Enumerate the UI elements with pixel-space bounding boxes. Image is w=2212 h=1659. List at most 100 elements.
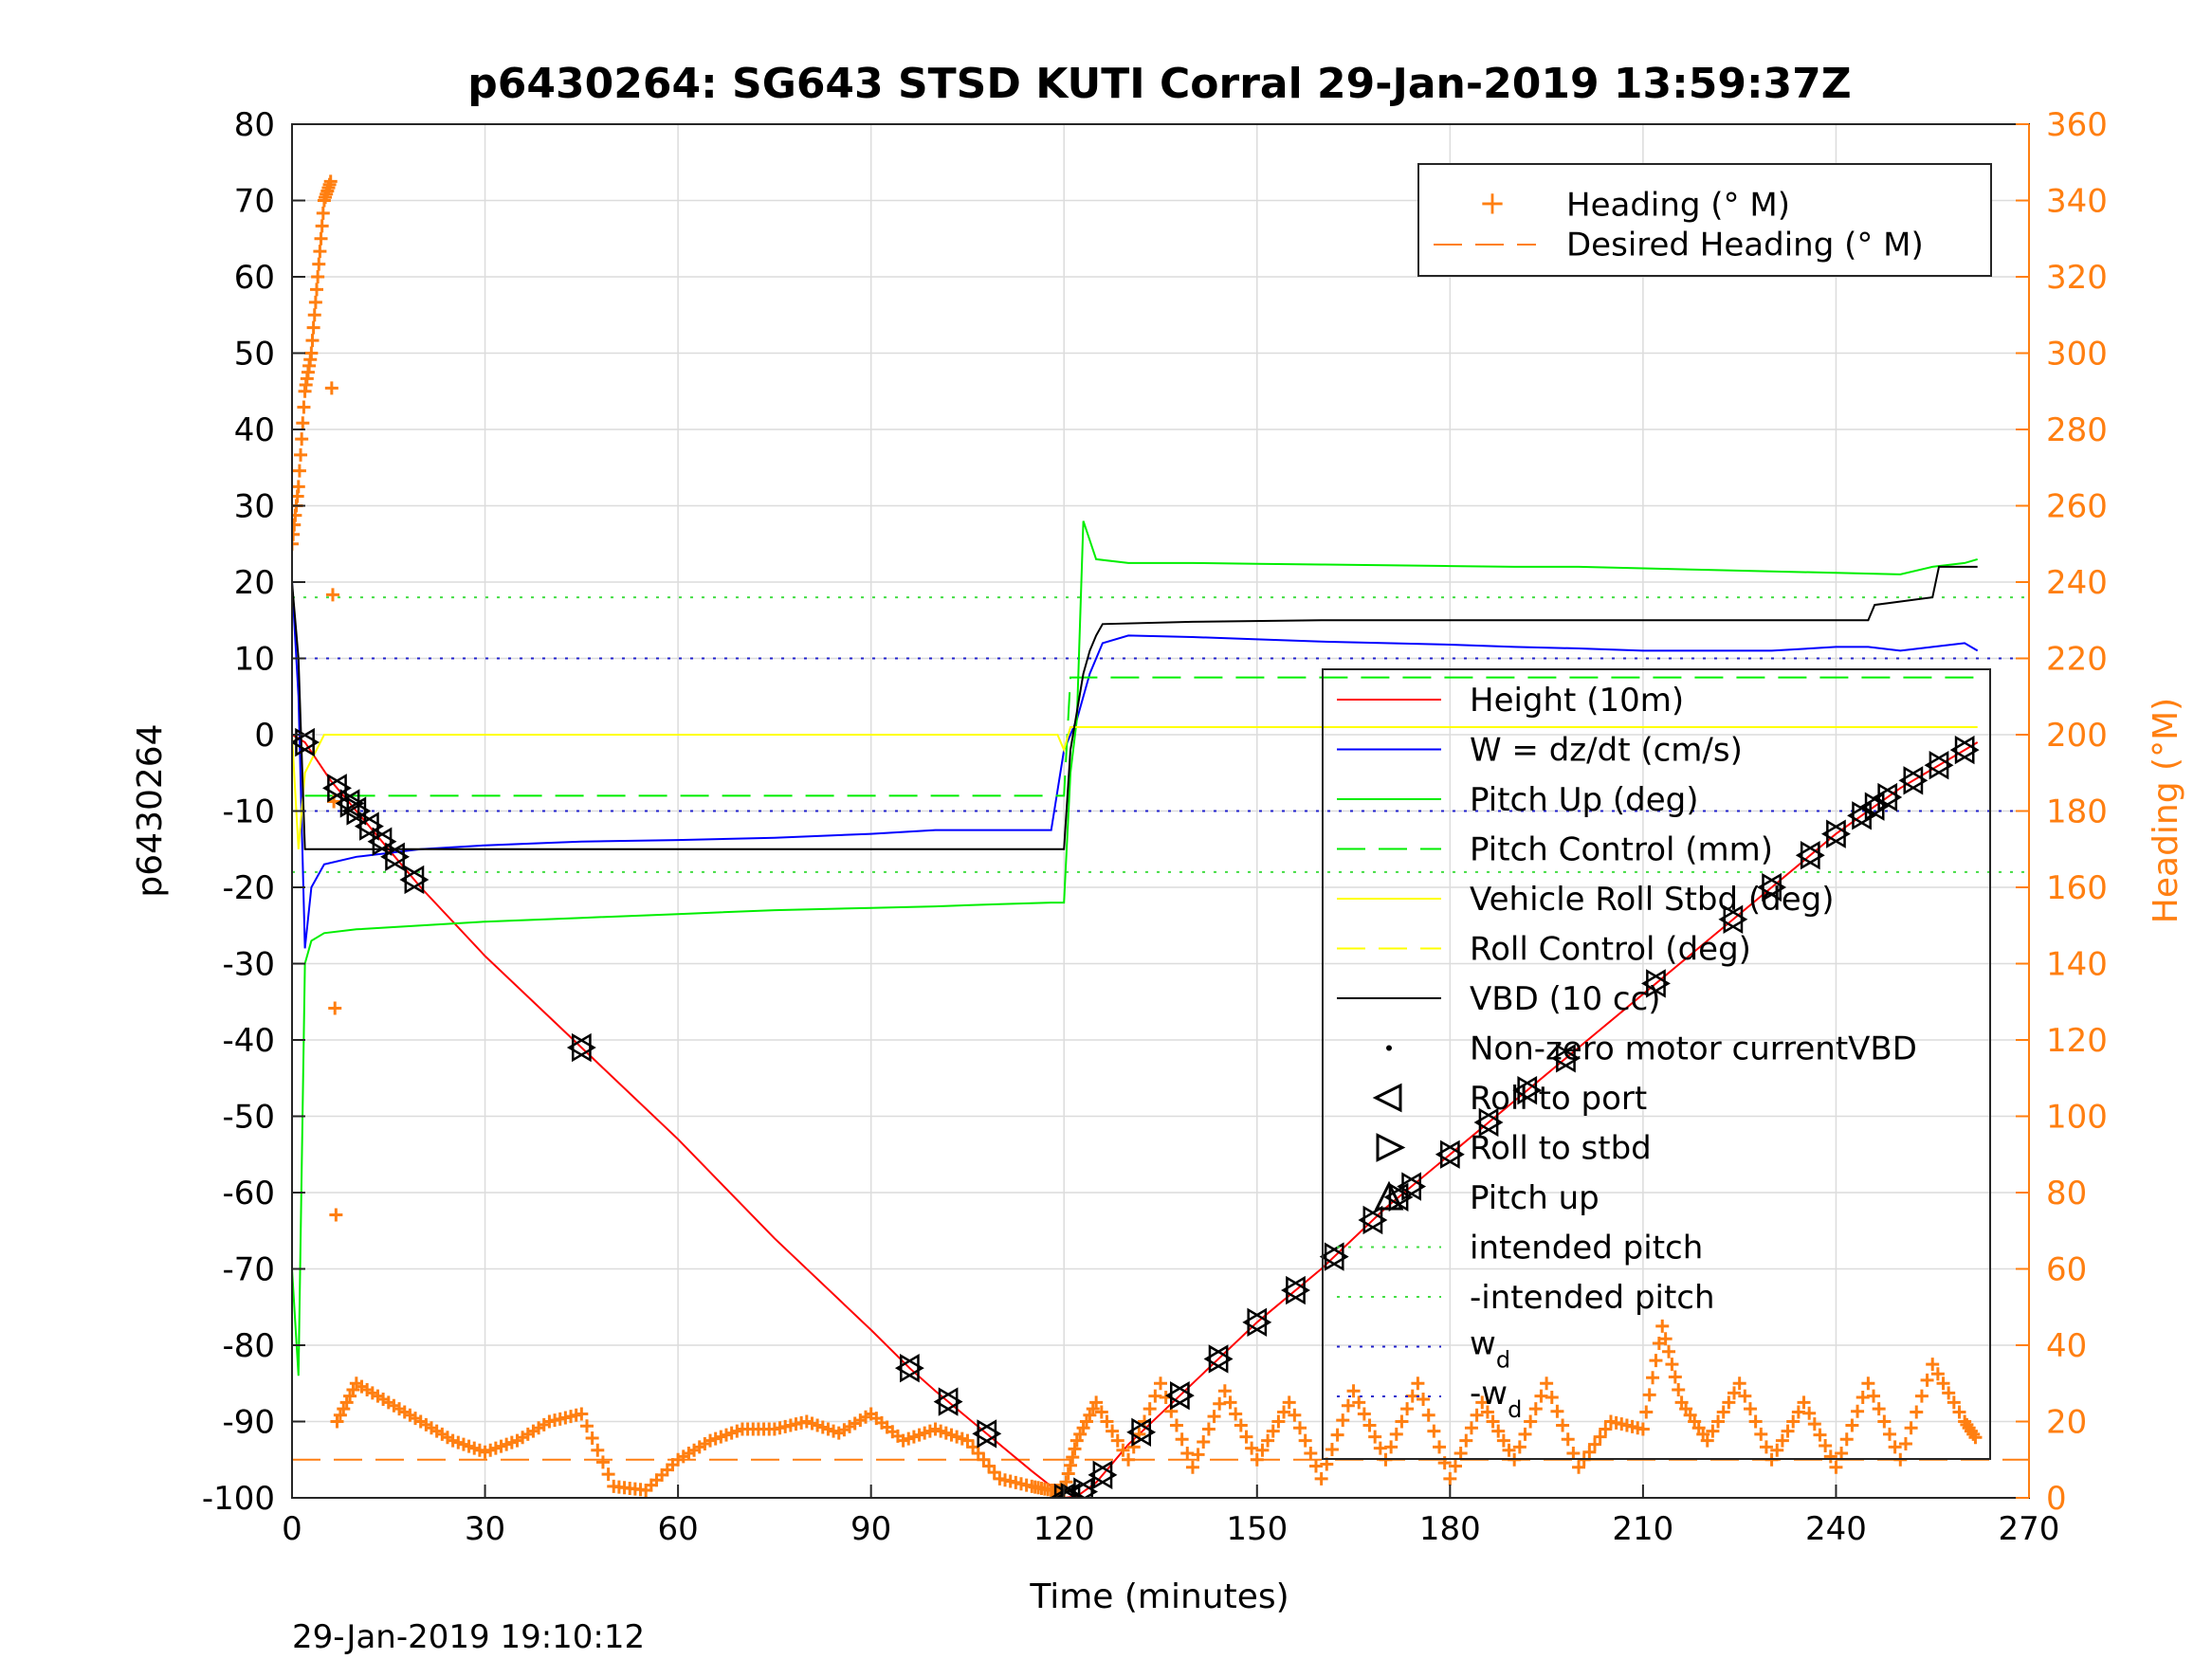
heading-point (1582, 1445, 1597, 1459)
heading-point (1599, 1422, 1613, 1436)
y-tick-label: -30 (222, 946, 275, 984)
heading-point (1417, 1393, 1431, 1407)
y-tick-label: -80 (222, 1327, 275, 1365)
roll-marker (1873, 782, 1903, 812)
heading-point (1346, 1384, 1361, 1398)
legend-label: Non-zero motor currentVBD (1470, 1030, 1917, 1068)
y2-tick-label: 240 (2046, 564, 2108, 602)
heading-point (311, 270, 325, 283)
legend-label-neg-wd: -wd (1470, 1375, 1522, 1423)
heading-point (1110, 1433, 1124, 1448)
roll-marker (1435, 1139, 1465, 1169)
heading-point (307, 308, 321, 322)
heading-point (1201, 1422, 1216, 1436)
heading-point (1898, 1436, 1912, 1450)
heading-point (1639, 1405, 1654, 1419)
heading-point (1781, 1424, 1795, 1438)
roll-marker (341, 796, 372, 826)
roll-marker (1281, 1275, 1310, 1305)
y-tick-label: -60 (222, 1175, 275, 1212)
y2-tick-label: 160 (2046, 869, 2108, 907)
x-tick-label: 210 (1612, 1510, 1673, 1548)
y-axis-left: 80 70 60 50 40 30 20 10 0 -10 -20 -30 -40 -50 -60 -70 -8… (202, 106, 305, 1518)
legend-main-box (1322, 668, 1991, 1460)
heading-point (1154, 1376, 1167, 1391)
heading-point (1926, 1358, 1940, 1372)
heading-point (1411, 1376, 1425, 1391)
heading-point (1722, 1395, 1736, 1410)
legend-top-box (1417, 163, 1992, 277)
heading-point (1655, 1319, 1670, 1333)
x-tick-label: 60 (657, 1510, 698, 1548)
heading-point (1888, 1440, 1902, 1454)
heading-point (1068, 1442, 1082, 1456)
heading-point (308, 295, 322, 309)
legend-top: + Heading (° M) Desired Heading (° M) (1417, 163, 1992, 277)
heading-point (1191, 1448, 1205, 1462)
roll-marker (1640, 969, 1671, 998)
heading-point (1229, 1407, 1243, 1421)
heading-point (1169, 1418, 1183, 1432)
heading-point (1665, 1358, 1679, 1372)
heading-point (1304, 1447, 1318, 1461)
heading-point (1930, 1367, 1945, 1381)
heading-point (1453, 1447, 1468, 1461)
series-w-dz-dt-cm-s (292, 581, 1979, 949)
heading-point (1572, 1460, 1586, 1474)
heading-point (1223, 1395, 1237, 1410)
heading-point (1207, 1410, 1221, 1424)
heading-point (595, 1455, 610, 1469)
heading-point (585, 1431, 599, 1445)
x-tick-label: 270 (1999, 1510, 2060, 1548)
chart-title: p6430264: SG643 STSD KUTI Corral 29-Jan-… (467, 60, 1851, 108)
legend-label: Roll to stbd (1470, 1130, 1652, 1168)
heading-point (1786, 1414, 1801, 1429)
heading-point (305, 334, 320, 348)
heading-point (1642, 1388, 1656, 1402)
heading-point (1122, 1452, 1136, 1467)
heading-point (1352, 1395, 1366, 1410)
heading-point (1491, 1424, 1506, 1438)
heading-point (304, 346, 319, 360)
x-tick-label: 150 (1226, 1510, 1288, 1548)
heading-point (1330, 1428, 1344, 1442)
heading-point (1668, 1370, 1682, 1384)
heading-point (1271, 1414, 1286, 1429)
heading-point (1066, 1450, 1080, 1465)
heading-point (1528, 1402, 1543, 1416)
heading-point (1255, 1443, 1270, 1457)
heading-point (1384, 1440, 1398, 1454)
heading-point (1910, 1405, 1924, 1419)
heading-point (1711, 1414, 1726, 1429)
legend-label: Vehicle Roll Stbd (deg) (1470, 881, 1835, 919)
heading-point (1175, 1432, 1189, 1447)
y-tick-label: 40 (234, 411, 275, 449)
heading-point (1658, 1332, 1673, 1346)
roll-marker (1795, 841, 1825, 870)
heading-point (1518, 1427, 1532, 1441)
heading-point (1851, 1404, 1865, 1418)
heading-point (323, 174, 338, 189)
heading-point (1314, 1471, 1328, 1486)
x-tick-label: 240 (1805, 1510, 1867, 1548)
heading-point (312, 257, 326, 271)
heading-point (1545, 1391, 1559, 1405)
heading-point (1089, 1395, 1104, 1410)
heading-point (1116, 1443, 1130, 1457)
heading-point (1524, 1414, 1538, 1429)
legend-heading-label: Heading (° M) (1566, 187, 1790, 225)
legend-swatch-roll-stbd (1376, 1133, 1406, 1162)
roll-marker (1242, 1307, 1272, 1338)
heading-point (1448, 1459, 1462, 1473)
y2-tick-label: 40 (2046, 1327, 2087, 1365)
heading-point (1802, 1406, 1817, 1420)
heading-point (292, 464, 306, 478)
heading-point (1395, 1414, 1409, 1429)
heading-point (1743, 1402, 1757, 1416)
heading-point (1550, 1404, 1564, 1418)
heading-point (1845, 1418, 1859, 1432)
roll-marker (1069, 1477, 1099, 1498)
heading-point (310, 283, 324, 297)
heading-point (1732, 1376, 1746, 1391)
